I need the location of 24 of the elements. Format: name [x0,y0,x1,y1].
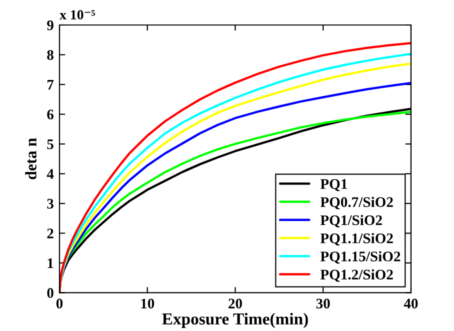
x-tick-label: 30 [316,298,330,309]
x-axis-title: Exposure Time(min) [162,312,308,328]
x-tick-label: 10 [141,298,154,309]
y-tick-label: 2 [47,228,54,238]
y-axis-title: deta n [25,138,36,180]
y-tick-label: 8 [47,50,54,60]
legend-label: PQ0.7/SiO2 [320,196,393,210]
y-tick-label: 5 [47,139,54,150]
y-tick-label: 7 [47,80,54,90]
text: x 10⁻⁵ [60,10,95,20]
y-tick-label: 6 [47,110,54,120]
x-tick-label: 20 [228,298,242,309]
y-tick-label: 4 [46,169,54,179]
legend-label: PQ1.15/SiO2 [320,251,400,264]
y-tick-label: 3 [47,198,54,209]
y-tick-label: 1 [48,258,54,268]
x-tick-label: 40 [404,298,418,309]
legend-label: PQ1.2/SiO2 [320,269,393,282]
legend-label: PQ1/SiO2 [320,214,382,228]
x-tick-label: 0 [56,298,63,309]
y-tick-label: 0 [47,288,54,298]
legend-label: PQ1.1/SiO2 [320,233,393,246]
legend-label: PQ1 [320,179,347,192]
y-tick-label: 9 [47,20,54,30]
